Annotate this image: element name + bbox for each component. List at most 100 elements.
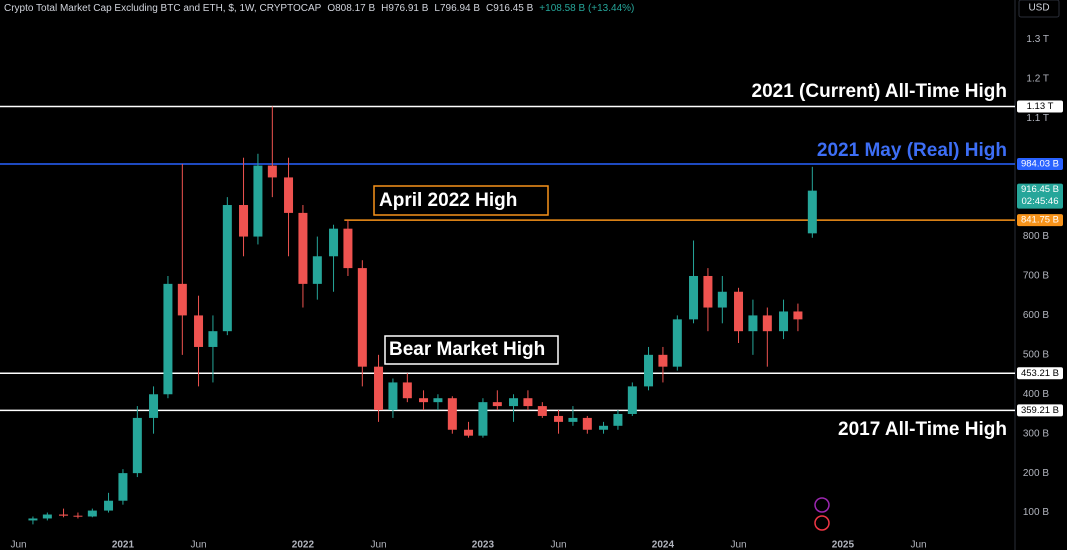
candle-body	[42, 514, 52, 519]
candle-body	[104, 500, 114, 511]
candle-body	[163, 283, 173, 395]
candle-body	[509, 398, 519, 407]
y-tick-label: 300 B	[1023, 428, 1049, 439]
candle-body	[599, 425, 609, 430]
x-tick-label: Jun	[730, 540, 746, 550]
level-label-bg	[1017, 404, 1063, 417]
candle-body	[613, 413, 623, 426]
candle-body	[253, 165, 263, 237]
candle-body	[59, 514, 69, 516]
candle-body	[762, 315, 772, 332]
last-price-label: 916.45 B	[1021, 184, 1059, 195]
header-value: C916.45 B	[486, 3, 534, 14]
candle-body	[149, 394, 159, 418]
candle-body	[312, 256, 322, 284]
annotation: 2017 All-Time High	[838, 419, 1007, 440]
x-tick-label: 2023	[472, 540, 495, 550]
candle-body	[492, 402, 502, 407]
candle-body	[703, 275, 713, 308]
candle-body	[177, 283, 187, 316]
candle-body	[582, 417, 592, 430]
candle-body	[807, 190, 817, 234]
candle-body	[627, 386, 637, 414]
candle-body	[267, 165, 277, 178]
header-value: H976.91 B	[381, 3, 429, 14]
candle-body	[779, 311, 789, 332]
candle-body	[537, 406, 547, 416]
annotation-box	[373, 185, 549, 216]
level-label-bg	[1017, 367, 1063, 380]
y-tick-label: 800 B	[1023, 231, 1049, 242]
annotation-box	[384, 335, 559, 365]
y-tick-label: 600 B	[1023, 310, 1049, 321]
candle-body	[523, 398, 533, 407]
chart-header: Crypto Total Market Cap Excluding BTC an…	[4, 3, 634, 14]
event-icon	[814, 497, 830, 513]
y-tick-label: 1.3 T	[1026, 34, 1049, 45]
header-value: +108.58 B (+13.44%)	[539, 3, 634, 14]
y-tick-label: 1.1 T	[1026, 113, 1049, 124]
y-tick-label: 1.2 T	[1026, 73, 1049, 84]
y-tick-label: 400 B	[1023, 389, 1049, 400]
candle-body	[568, 417, 578, 422]
candle-body	[118, 473, 128, 501]
candle-body	[644, 354, 654, 387]
level-label: 359.21 B	[1021, 405, 1059, 416]
candle-body	[239, 205, 249, 237]
candle-body	[194, 315, 204, 347]
candle-body	[748, 315, 758, 332]
y-tick-label: 200 B	[1023, 468, 1049, 479]
x-tick-label: Jun	[910, 540, 926, 550]
candle-body	[298, 212, 308, 284]
level-label: 984.03 B	[1021, 159, 1059, 170]
candle-body	[208, 331, 218, 347]
x-tick-label: Jun	[10, 540, 26, 550]
candle-body	[132, 417, 142, 474]
x-tick-label: 2024	[652, 540, 675, 550]
candle-body	[478, 402, 488, 436]
level-label-bg	[1017, 158, 1063, 171]
candle-body	[402, 382, 412, 399]
candle-body	[433, 398, 443, 403]
level-label-bg	[1017, 100, 1063, 113]
x-tick-label: Jun	[190, 540, 206, 550]
chart-title: Crypto Total Market Cap Excluding BTC an…	[4, 3, 322, 14]
annotation: 2021 May (Real) High	[817, 140, 1007, 161]
candle-body	[87, 510, 97, 517]
level-label: 1.13 T	[1027, 101, 1054, 112]
candle-body	[793, 311, 803, 320]
candle-body	[357, 268, 367, 367]
candle-body	[447, 398, 457, 430]
header-value: O808.17 B	[327, 3, 375, 14]
last-price-bg	[1017, 183, 1063, 209]
candle-body	[222, 205, 232, 332]
level-label: 841.75 B	[1021, 215, 1059, 226]
candle-body	[284, 177, 294, 213]
level-label-bg	[1017, 214, 1063, 227]
y-tick-label: 500 B	[1023, 349, 1049, 360]
event-icon	[814, 515, 830, 531]
candle-body	[672, 319, 682, 367]
y-tick-label: 100 B	[1023, 507, 1049, 518]
level-label: 453.21 B	[1021, 368, 1059, 379]
candle-body	[73, 515, 83, 517]
candle-body	[28, 518, 38, 521]
x-tick-label: Jun	[370, 540, 386, 550]
currency: USD	[1028, 3, 1049, 14]
candle-body	[717, 291, 727, 308]
annotation: April 2022 High	[379, 190, 517, 211]
candle-body	[329, 228, 339, 257]
x-tick-label: 2021	[112, 540, 135, 550]
x-tick-label: Jun	[550, 540, 566, 550]
annotation: Bear Market High	[389, 339, 545, 360]
annotation: 2021 (Current) All-Time High	[752, 81, 1008, 102]
x-tick-label: 2025	[832, 540, 855, 550]
countdown: 02:45:46	[1022, 196, 1059, 207]
candle-body	[343, 228, 353, 269]
candle-body	[464, 429, 474, 436]
candle-body	[689, 275, 699, 320]
candle-body	[374, 366, 384, 411]
candle-body	[419, 398, 429, 403]
